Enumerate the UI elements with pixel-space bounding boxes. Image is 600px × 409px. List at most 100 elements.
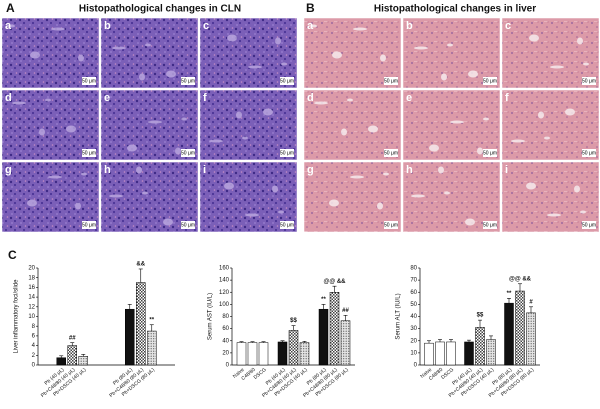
scale-label: 50 μm (483, 150, 497, 156)
tissue-feature (311, 24, 317, 28)
tissue-feature (438, 166, 444, 174)
bar (424, 342, 434, 366)
micrograph (199, 89, 298, 161)
scale-bar (582, 221, 596, 229)
scale-bar (483, 77, 497, 85)
bar (526, 312, 536, 366)
subpanel-letter: b (104, 20, 111, 32)
panel-title: Histopathological changes in liver (374, 4, 536, 15)
tissue-feature (81, 172, 87, 176)
tissue-feature (66, 125, 76, 133)
y-tick-label: 80 (410, 266, 417, 272)
scale-label: 50 μm (181, 78, 195, 84)
bar (329, 292, 340, 366)
tissue-feature (577, 37, 583, 45)
tissue-feature (411, 194, 425, 198)
scale-label: 50 μm (181, 222, 195, 228)
y-tick-label: 0 (226, 363, 230, 369)
y-axis-label: Liver inflammatory foci/slide (14, 279, 20, 354)
y-axis-label: Serum ALT (IU/L) (396, 293, 402, 339)
tissue-feature (465, 218, 475, 226)
tissue-feature (441, 73, 447, 81)
tissue-feature (574, 185, 580, 193)
subpanel-letter: d (307, 92, 314, 104)
y-tick-label: 160 (219, 266, 230, 272)
bar (247, 342, 258, 366)
panel-letter: B (306, 1, 315, 15)
scale-label: 50 μm (582, 222, 596, 228)
tissue-feature (248, 65, 262, 69)
y-tick-label: 12 (28, 304, 35, 310)
scale-label: 50 μm (280, 78, 294, 84)
significance-label: ** (507, 291, 512, 297)
y-tick-label: 50 (410, 302, 417, 308)
panel-title: Histopathological changes in CLN (79, 4, 241, 15)
tissue-feature (544, 136, 550, 140)
y-tick-label: 30 (410, 326, 417, 332)
bar (435, 341, 445, 366)
tissue-feature (477, 147, 483, 155)
tissue-feature (529, 34, 539, 42)
tissue-feature (447, 43, 453, 47)
significance-label: ** (321, 297, 326, 303)
scale-label: 50 μm (384, 222, 398, 228)
scale-label: 50 μm (82, 78, 96, 84)
subpanel-letter: e (104, 92, 110, 104)
tissue-feature (329, 199, 339, 207)
tissue-feature (109, 194, 123, 198)
tissue-feature (281, 62, 287, 66)
tissue-feature (278, 210, 284, 214)
scale-bar (280, 149, 294, 157)
scale-label: 50 μm (384, 78, 398, 84)
significance-label: # (529, 299, 533, 305)
tissue-feature (166, 70, 176, 78)
y-tick-label: 18 (28, 275, 35, 281)
subpanel-letter: c (505, 20, 511, 32)
micrograph (100, 17, 199, 89)
tissue-feature (30, 51, 40, 59)
scale-bar (483, 149, 497, 157)
bar (486, 339, 496, 366)
tissue-feature (145, 43, 151, 47)
micrograph (1, 17, 100, 89)
scale-bar (582, 77, 596, 85)
bar (515, 290, 525, 366)
tissue-feature (275, 37, 281, 45)
y-axis-label: Serum AST (IU/L) (208, 293, 214, 340)
tissue-feature (163, 218, 173, 226)
tissue-feature (139, 73, 145, 81)
scale-bar (181, 149, 195, 157)
tissue-feature (368, 125, 378, 133)
significance-label: $$ (290, 318, 297, 324)
subpanel-letter: g (307, 164, 314, 176)
bar (136, 282, 146, 366)
subpanel-letter: h (104, 164, 111, 176)
micrograph (501, 89, 600, 161)
y-tick-label: 0 (414, 363, 418, 369)
y-tick-label: 2 (32, 353, 36, 359)
tissue-feature (148, 120, 162, 124)
bar (56, 357, 66, 366)
tissue-feature (48, 175, 62, 179)
y-tick-label: 6 (32, 333, 36, 339)
scale-bar (181, 221, 195, 229)
tissue-feature (142, 191, 148, 195)
tissue-feature (127, 144, 137, 152)
subpanel-letter: e (406, 92, 412, 104)
micrograph (199, 17, 298, 89)
bar (236, 342, 247, 366)
y-tick-label: 80 (222, 314, 229, 320)
significance-label: $$ (477, 313, 484, 319)
tissue-feature (565, 108, 575, 116)
micrograph (501, 17, 600, 89)
scale-bar (280, 77, 294, 85)
bar (299, 342, 310, 366)
y-tick-label: 20 (28, 266, 35, 272)
scale-bar (82, 77, 96, 85)
tissue-feature (414, 46, 428, 50)
scale-label: 50 μm (181, 150, 195, 156)
tissue-feature (39, 128, 45, 136)
y-tick-label: 60 (222, 326, 229, 332)
tissue-feature (314, 101, 328, 105)
